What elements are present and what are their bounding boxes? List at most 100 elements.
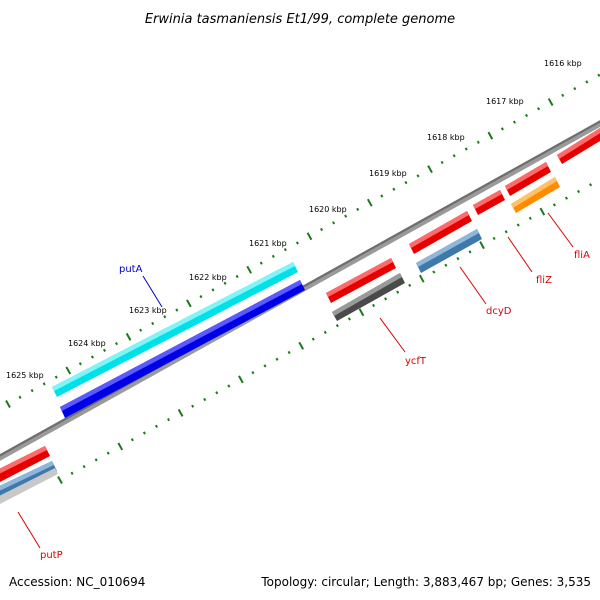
minor-tick — [215, 391, 219, 395]
major-tick — [117, 442, 124, 451]
feature-cds-red — [409, 211, 472, 254]
minor-tick — [94, 458, 98, 462]
minor-tick — [271, 254, 275, 258]
minor-tick — [311, 337, 315, 341]
minor-tick — [295, 241, 299, 245]
minor-tick — [70, 471, 74, 475]
putP-leader — [17, 511, 41, 549]
minor-tick — [444, 263, 448, 267]
minor-tick — [115, 341, 119, 346]
minor-tick — [512, 120, 516, 124]
minor-tick — [516, 223, 520, 227]
major-tick — [246, 265, 252, 274]
feature-fliA — [511, 177, 560, 213]
minor-tick — [552, 203, 556, 207]
minor-tick — [54, 375, 58, 379]
dcyD-leader — [459, 266, 487, 305]
fliZ-leader — [507, 236, 533, 273]
minor-tick — [102, 348, 106, 352]
tick-label: 1623 kbp — [129, 306, 167, 315]
minor-tick — [227, 384, 231, 388]
major-tick — [366, 198, 373, 207]
minor-tick — [537, 107, 541, 111]
minor-tick — [130, 438, 134, 442]
minor-tick — [235, 274, 239, 279]
lower-tick-track — [57, 174, 600, 484]
feature-cds-red — [326, 258, 396, 303]
minor-tick — [142, 431, 146, 435]
tick-label: 1621 kbp — [249, 239, 287, 248]
tick-label: 1616 kbp — [544, 59, 582, 68]
accession-text: Accession: NC_010694 — [9, 575, 145, 589]
minor-tick — [585, 80, 589, 84]
tick-label: 1618 kbp — [427, 133, 465, 142]
minor-tick — [263, 364, 267, 368]
upper-tick-track — [5, 73, 600, 408]
minor-tick — [564, 196, 568, 200]
minor-tick — [139, 328, 143, 332]
minor-tick — [42, 382, 46, 386]
minor-tick — [356, 207, 360, 212]
minor-tick — [78, 362, 82, 366]
major-tick — [358, 308, 365, 317]
minor-tick — [384, 297, 388, 301]
minor-tick — [106, 451, 110, 455]
feature-ycfT — [332, 273, 405, 321]
minor-tick — [320, 227, 324, 232]
major-tick — [479, 241, 485, 250]
minor-tick — [589, 183, 593, 187]
minor-tick — [456, 256, 460, 261]
minor-tick — [275, 357, 279, 361]
minor-tick — [416, 174, 420, 178]
feature-fliZ — [473, 190, 505, 215]
major-tick — [65, 366, 72, 375]
feature-putA-blue — [60, 280, 305, 418]
minor-tick — [332, 221, 336, 225]
minor-tick — [175, 308, 179, 312]
tick-label: 1622 kbp — [189, 273, 227, 282]
feature-putP — [0, 461, 58, 504]
map-title: Erwinia tasmaniensis Et1/99, complete ge… — [145, 12, 455, 27]
minor-tick — [199, 295, 203, 299]
minor-tick — [283, 248, 287, 252]
minor-tick — [404, 180, 408, 185]
minor-tick — [344, 214, 348, 218]
minor-tick — [408, 283, 412, 288]
major-tick — [539, 207, 546, 216]
major-tick — [186, 299, 192, 308]
minor-tick — [392, 187, 396, 191]
minor-tick — [525, 113, 529, 118]
minor-tick — [504, 230, 508, 234]
minor-tick — [30, 388, 34, 393]
minor-tick — [380, 194, 384, 198]
minor-tick — [561, 93, 565, 97]
minor-tick — [167, 417, 171, 422]
minor-tick — [191, 404, 195, 408]
minor-tick — [468, 250, 472, 254]
major-tick — [418, 274, 425, 283]
tick-label: 1624 kbp — [68, 339, 106, 348]
feature-cds-red — [557, 128, 600, 164]
minor-tick — [18, 395, 22, 399]
minor-tick — [492, 236, 496, 241]
major-tick — [125, 332, 132, 341]
gene-label-ycfT: ycfT — [405, 356, 427, 367]
major-tick — [5, 400, 11, 408]
minor-tick — [223, 281, 227, 285]
gene-label-fliA: fliA — [574, 250, 590, 261]
minor-tick — [597, 73, 600, 77]
major-tick — [238, 375, 244, 384]
minor-tick — [347, 317, 351, 321]
minor-tick — [203, 397, 207, 402]
major-tick — [547, 98, 554, 107]
major-tick — [57, 476, 63, 484]
fliA-leader — [547, 212, 574, 248]
feature-putA-cyan — [52, 262, 298, 397]
minor-tick — [577, 189, 581, 194]
minor-tick — [464, 147, 468, 151]
major-tick — [306, 232, 313, 241]
major-tick — [487, 131, 494, 140]
minor-tick — [259, 261, 263, 265]
